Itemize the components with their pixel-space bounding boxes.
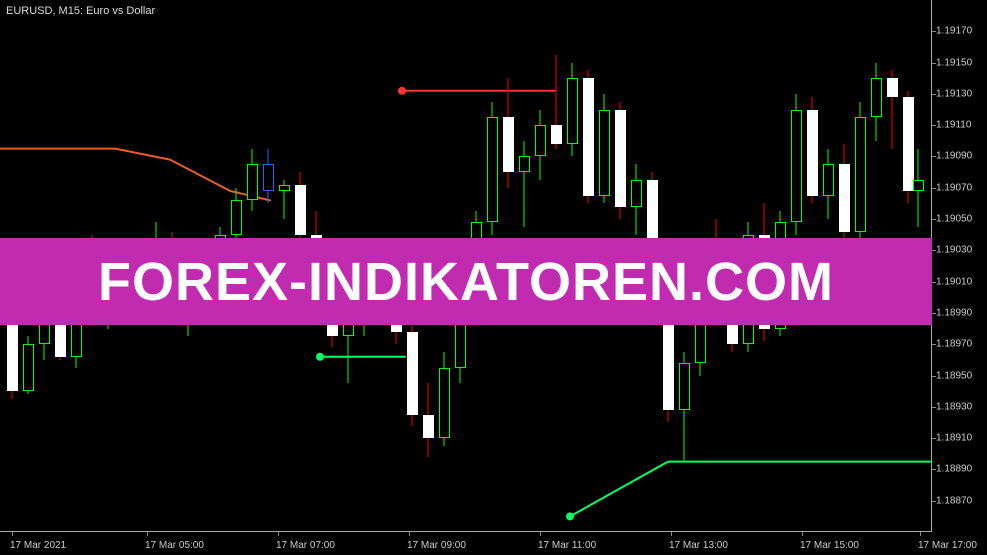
watermark-text: FOREX-INDIKATOREN.COM (98, 251, 834, 313)
y-tick-label: 1.18970 (936, 339, 972, 350)
chart-container: EURUSD, M15: Euro vs Dollar FOREX-INDIKA… (0, 0, 987, 555)
x-tick-label: 17 Mar 2021 (10, 540, 66, 551)
y-tick-label: 1.19130 (936, 88, 972, 99)
x-tick-label: 17 Mar 11:00 (538, 540, 596, 551)
x-tick-label: 17 Mar 05:00 (145, 540, 204, 551)
y-axis: 1.19170 1.19150 1.19130 1.19110 1.19090 1.190… (932, 0, 987, 532)
y-tick-label: 1.19030 (936, 245, 972, 256)
x-tick-label: 17 Mar 15:00 (800, 540, 859, 551)
chart-plot-area[interactable]: EURUSD, M15: Euro vs Dollar FOREX-INDIKA… (0, 0, 932, 532)
y-tick-label: 1.19090 (936, 151, 972, 162)
y-tick-label: 1.19110 (936, 120, 971, 131)
y-tick-label: 1.19010 (936, 276, 972, 287)
y-tick-label: 1.19170 (936, 26, 972, 37)
y-tick-label: 1.18910 (936, 433, 972, 444)
y-tick-label: 1.19150 (936, 57, 972, 68)
y-tick-label: 1.18890 (936, 464, 972, 475)
y-tick-label: 1.18950 (936, 370, 972, 381)
chart-title: EURUSD, M15: Euro vs Dollar (6, 5, 155, 17)
x-axis: 17 Mar 2021 17 Mar 05:00 17 Mar 07:00 17 Ma… (0, 532, 932, 555)
y-tick-label: 1.18930 (936, 401, 972, 412)
x-tick-label: 17 Mar 09:00 (407, 540, 466, 551)
y-tick-label: 1.18870 (936, 495, 972, 506)
y-tick-label: 1.18990 (936, 307, 972, 318)
x-tick-label: 17 Mar 17:00 (918, 540, 977, 551)
y-tick-label: 1.19050 (936, 214, 972, 225)
x-tick-label: 17 Mar 07:00 (276, 540, 335, 551)
x-tick-label: 17 Mar 13:00 (669, 540, 728, 551)
y-tick-label: 1.19070 (936, 182, 972, 193)
watermark-band: FOREX-INDIKATOREN.COM (0, 238, 932, 326)
